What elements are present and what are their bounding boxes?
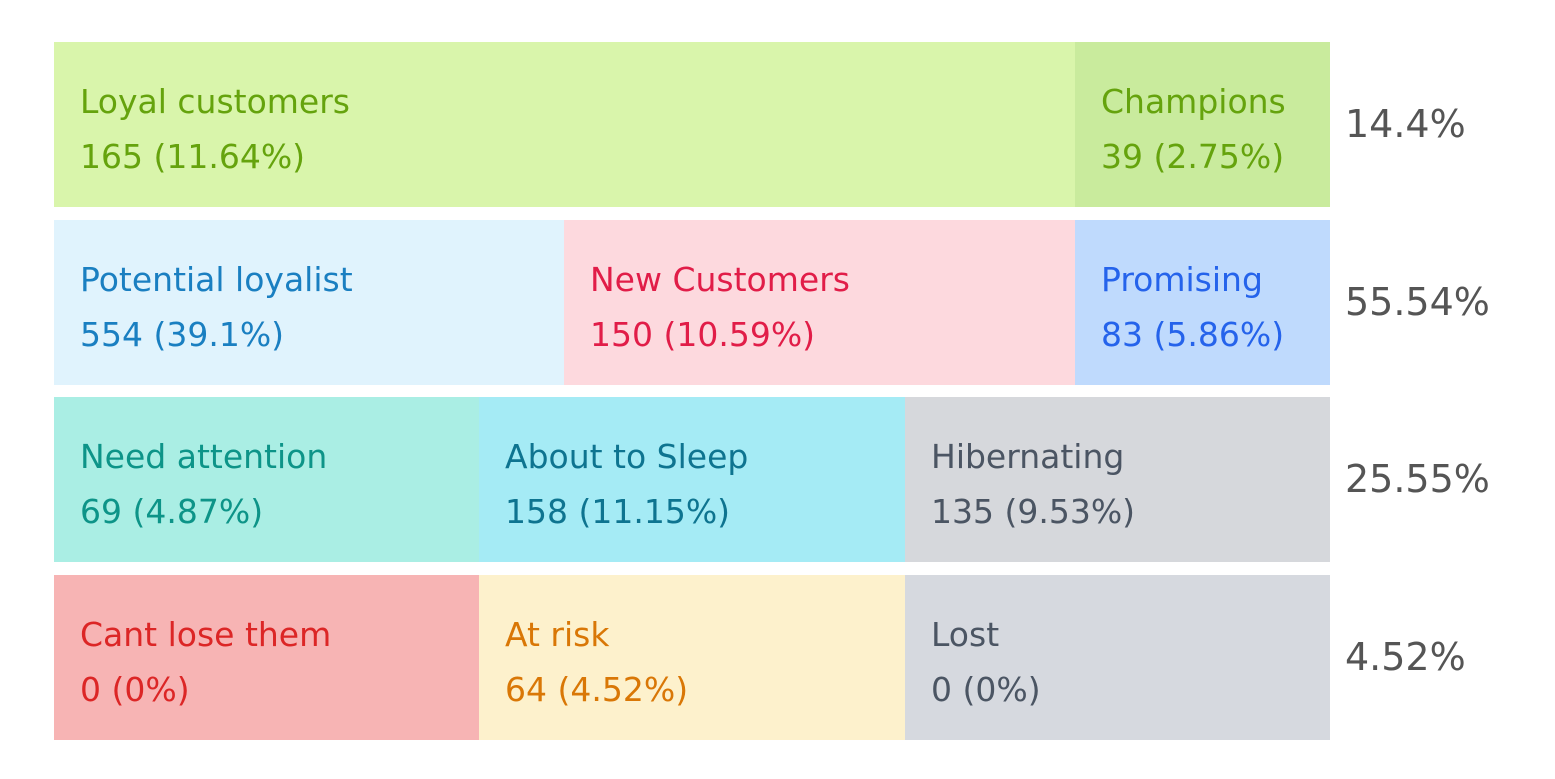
segment-cell: Potential loyalist 554 (39.1%) [54,220,564,385]
segment-label: Lost [931,615,1000,654]
segment-label: Cant lose them [80,615,332,654]
segment-cell: Hibernating 135 (9.53%) [905,397,1330,562]
segment-label: Hibernating [931,437,1125,476]
segment-cell: Cant lose them 0 (0%) [54,575,479,740]
segment-label: Potential loyalist [80,260,353,299]
segment-label: Need attention [80,437,328,476]
segment-value: 150 (10.59%) [590,315,816,354]
segment-value: 135 (9.53%) [931,492,1136,531]
segment-value: 554 (39.1%) [80,315,285,354]
segment-value: 0 (0%) [80,670,190,709]
segment-label: About to Sleep [505,437,749,476]
segment-value: 165 (11.64%) [80,137,306,176]
segment-value: 39 (2.75%) [1101,137,1285,176]
segment-value: 69 (4.87%) [80,492,264,531]
segment-label: Champions [1101,82,1286,121]
segment-value: 83 (5.86%) [1101,315,1285,354]
row-total: 25.55% [1345,456,1490,501]
segment-value: 0 (0%) [931,670,1041,709]
row-total: 55.54% [1345,279,1490,324]
segment-value: 158 (11.15%) [505,492,731,531]
segment-label: New Customers [590,260,850,299]
segment-label: Loyal customers [80,82,350,121]
segment-cell: New Customers 150 (10.59%) [564,220,1075,385]
segment-cell: At risk 64 (4.52%) [479,575,905,740]
segment-cell: About to Sleep 158 (11.15%) [479,397,905,562]
segment-cell: Need attention 69 (4.87%) [54,397,479,562]
segment-value: 64 (4.52%) [505,670,689,709]
row-total: 14.4% [1345,101,1466,146]
segment-cell: Promising 83 (5.86%) [1075,220,1330,385]
segment-label: At risk [505,615,610,654]
segment-label: Promising [1101,260,1263,299]
segment-cell: Champions 39 (2.75%) [1075,42,1330,207]
segment-cell: Lost 0 (0%) [905,575,1330,740]
row-total: 4.52% [1345,634,1466,679]
segment-cell: Loyal customers 165 (11.64%) [54,42,1075,207]
